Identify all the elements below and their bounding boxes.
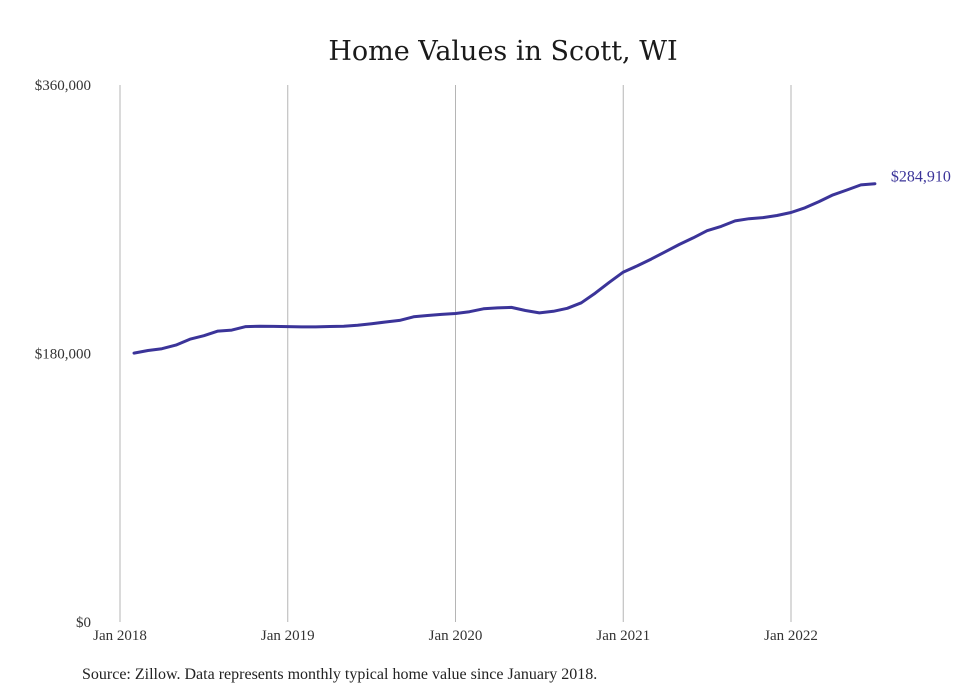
- end-value-label: $284,910: [891, 169, 951, 186]
- source-note: Source: Zillow. Data represents monthly …: [82, 666, 598, 683]
- x-axis-ticks: Jan 2018 Jan 2019 Jan 2020 Jan 2021 Jan 2022: [93, 628, 818, 644]
- y-tick-label: $180,000: [35, 347, 91, 363]
- chart-title: Home Values in Scott, WI: [328, 36, 677, 67]
- x-tick-label: Jan 2018: [93, 628, 147, 644]
- series-line: [132, 182, 877, 355]
- x-tick-label: Jan 2020: [429, 628, 483, 644]
- y-tick-label: $360,000: [35, 78, 91, 94]
- x-tick-label: Jan 2021: [596, 628, 650, 644]
- series-layer: $284,910: [132, 169, 951, 355]
- y-tick-label: $0: [76, 615, 91, 631]
- x-tick-label: Jan 2019: [261, 628, 315, 644]
- grid-lines: [119, 85, 792, 622]
- y-axis-ticks: $0 $180,000 $360,000: [35, 78, 91, 631]
- x-tick-label: Jan 2022: [764, 628, 818, 644]
